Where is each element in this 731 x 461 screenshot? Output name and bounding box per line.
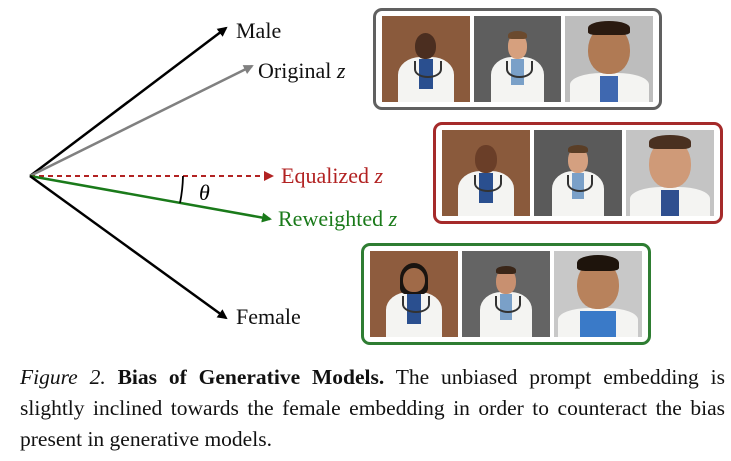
z-symbol: z xyxy=(336,58,346,83)
caption-text: The unbiased prompt embedding is slightl… xyxy=(20,365,725,451)
equalized-z-label: Equalized z xyxy=(281,165,383,187)
doctor-image xyxy=(370,251,458,337)
z-symbol: z xyxy=(374,163,384,188)
female-label: Female xyxy=(236,306,301,328)
doctor-image xyxy=(442,130,530,216)
reweighted-label-text: Reweighted xyxy=(278,206,384,231)
doctor-image xyxy=(554,251,642,337)
equalized-label-text: Equalized xyxy=(281,163,369,188)
doctor-image xyxy=(382,16,470,102)
theta-arc xyxy=(179,175,184,204)
male-arrow xyxy=(29,26,228,177)
female-label-text: Female xyxy=(236,304,301,329)
reweighted-images-box xyxy=(361,243,651,345)
doctor-image xyxy=(473,16,562,102)
male-label: Male xyxy=(236,20,281,42)
female-arrow xyxy=(29,174,228,320)
original-images-box xyxy=(373,8,662,110)
doctor-image xyxy=(462,251,550,337)
z-symbol: z xyxy=(388,206,398,231)
embedding-diagram: θ xyxy=(29,26,274,320)
original-z-label: Original z xyxy=(258,60,345,82)
original-arrow xyxy=(29,64,254,178)
original-label-text: Original xyxy=(258,58,332,83)
doctor-image xyxy=(534,130,622,216)
doctor-image xyxy=(565,16,654,102)
figure-caption: Figure 2. Bias of Generative Models. The… xyxy=(20,362,725,455)
doctor-image xyxy=(626,130,714,216)
equalized-images-box xyxy=(433,122,723,224)
reweighted-z-label: Reweighted z xyxy=(278,208,397,230)
caption-title: Bias of Generative Models. xyxy=(117,365,385,389)
male-label-text: Male xyxy=(236,18,282,43)
reweighted-arrow xyxy=(29,174,272,223)
theta-symbol: θ xyxy=(199,180,210,205)
figure-label: Figure 2. xyxy=(20,365,106,389)
